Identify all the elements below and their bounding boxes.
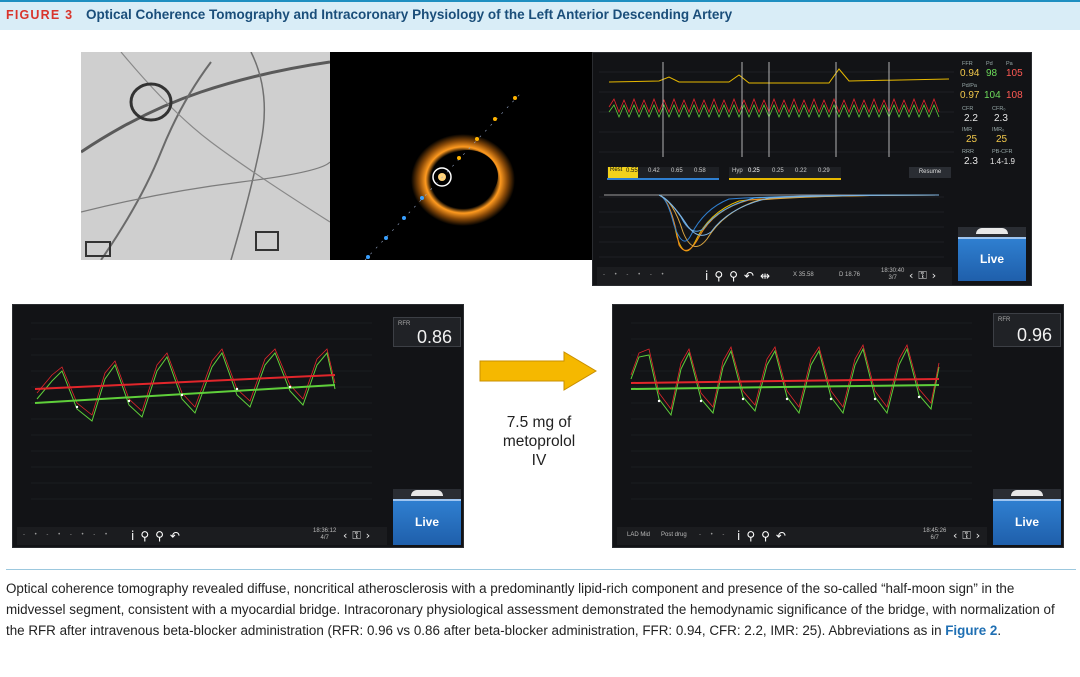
left-live-tab-handle[interactable] — [393, 489, 461, 499]
imr-label: IMR — [962, 127, 973, 133]
rest-value-4: 0.58 — [694, 168, 706, 174]
right-rfr-value: 0.96 — [1016, 325, 1052, 345]
pbcfr-label: PB-CFR — [992, 149, 1013, 155]
imr2-value: 25 — [996, 134, 1008, 145]
right-toolbar: LAD Mid Post drug - • - i⚲⚲↶ 18:45:26 6/7… — [617, 527, 987, 545]
cfr-label: CFR — [962, 106, 974, 112]
left-rfr-box: RFR 0.86 — [393, 317, 461, 347]
live-tab-handle[interactable] — [958, 227, 1026, 237]
hyp-tab[interactable]: Hyp 0.25 0.25 0.22 0.29 — [729, 167, 841, 180]
caption-end: . — [997, 622, 1002, 638]
rrr-label: RRR — [962, 149, 974, 155]
pdpa-value: 0.97 — [960, 90, 980, 101]
caption-text: Optical coherence tomography revealed di… — [6, 581, 1055, 638]
pd2-value: 104 — [984, 90, 1001, 101]
figure-caption: Optical coherence tomography revealed di… — [6, 569, 1076, 677]
left-nav[interactable]: ‹⚿› — [343, 529, 376, 542]
cfr-ctl-label: CFR₀ — [992, 106, 1006, 112]
x-readout: X 35.58 — [793, 272, 814, 278]
intervention-line-2: metoprolol — [502, 433, 576, 450]
cfr-value: 2.2 — [964, 113, 978, 124]
cfr2-value: 2.3 — [994, 113, 1008, 124]
hyp-value-1: 0.25 — [748, 168, 760, 174]
caption-figure-link[interactable]: Figure 2 — [945, 622, 998, 638]
rest-value-3: 0.65 — [671, 168, 683, 174]
left-live-button[interactable]: Live — [393, 499, 461, 545]
intervention-line-1: 7.5 mg of — [506, 414, 572, 431]
top-time-value: 18:30:40 — [881, 268, 905, 274]
right-pressure-traces — [630, 322, 972, 500]
intervention-text: 7.5 mg of metoprolol IV — [480, 413, 598, 470]
right-toolbar-vessel[interactable]: LAD Mid — [627, 532, 651, 538]
top-time: 18:30:40 3/7 — [881, 268, 904, 282]
hyp-value-3: 0.22 — [795, 168, 807, 174]
pdpa-label: Pd/Pa — [962, 83, 977, 89]
oct-cross-section — [364, 93, 521, 260]
pa2-value: 108 — [1006, 90, 1023, 101]
pa-label: Pa — [1006, 61, 1013, 67]
ffr-label: FFR — [962, 61, 973, 67]
left-rfr-value: 0.86 — [416, 327, 452, 347]
top-nav[interactable]: ‹⚿› — [909, 269, 942, 282]
d-readout: D 18.76 — [839, 272, 861, 278]
pa-value: 105 — [1006, 68, 1023, 79]
angiography-vessels — [81, 52, 330, 260]
rest-value-2: 0.42 — [648, 168, 660, 174]
right-live-tab-handle[interactable] — [993, 489, 1061, 499]
right-rfr-monitor: RFR 0.96 Live LAD Mid Post drug - • - i⚲… — [612, 304, 1064, 548]
top-page-value: 3/7 — [888, 275, 897, 281]
top-readouts: FFR Pd Pa 0.94 98 105 Pd/Pa 0.97 104 108… — [958, 61, 1025, 226]
oct-image — [330, 52, 592, 260]
left-time: 18:36:12 4/7 — [313, 528, 336, 542]
hyp-value-4: 0.29 — [818, 168, 830, 174]
pbcfr-value: 1.4-1.9 — [990, 157, 1015, 166]
intervention-line-3: IV — [531, 452, 547, 469]
ffr-value: 0.94 — [960, 68, 980, 79]
right-time-value: 18:45:26 — [923, 528, 947, 534]
angiography-image — [81, 52, 330, 260]
right-rfr-label: RFR — [998, 317, 1011, 323]
left-rfr-label: RFR — [398, 321, 411, 327]
top-pressure-traces — [599, 62, 954, 157]
left-pressure-traces — [31, 322, 372, 500]
hyp-tab-label: Hyp — [732, 168, 743, 174]
figure-title: Optical Coherence Tomography and Intraco… — [86, 7, 733, 22]
live-button[interactable]: Live — [958, 237, 1026, 281]
rest-tab[interactable]: Rest 0.55 0.42 0.65 0.58 — [607, 167, 719, 180]
rrr-value: 2.3 — [964, 156, 978, 167]
intervention-arrow — [479, 351, 597, 391]
right-toolbar-drug[interactable]: Post drug — [661, 532, 687, 538]
left-rfr-monitor: RFR 0.86 Live - • - • - • - • i⚲⚲↶ 18:36… — [12, 304, 464, 548]
right-toolbar-dots: - • - — [699, 532, 729, 538]
thermodilution-curves — [599, 194, 944, 258]
figure-number: FIGURE 3 — [6, 8, 74, 22]
pd-value: 98 — [986, 68, 998, 79]
right-live-button[interactable]: Live — [993, 499, 1061, 545]
imr-value: 25 — [966, 134, 978, 145]
top-toolbar: - • - • - • i⚲⚲↶⇹ X 35.58 D 18.76 18:30:… — [597, 267, 952, 285]
rest-tab-label: Rest — [608, 167, 638, 178]
pd-label: Pd — [986, 61, 993, 67]
left-toolbar-icons[interactable]: i⚲⚲↶ — [131, 529, 186, 543]
left-toolbar: - • - • - • - • i⚲⚲↶ 18:36:12 4/7 ‹⚿› — [17, 527, 387, 545]
rest-value-1: 0.55 — [626, 168, 638, 174]
right-page-value: 6/7 — [930, 535, 939, 541]
left-toolbar-dots: - • - • - • - • — [23, 532, 112, 538]
figure-header: FIGURE 3 Optical Coherence Tomography an… — [0, 0, 1080, 30]
right-time: 18:45:26 6/7 — [923, 528, 946, 542]
hyp-value-2: 0.25 — [772, 168, 784, 174]
top-physiology-monitor: Rest 0.55 0.42 0.65 0.58 Hyp 0.25 0.25 0… — [592, 52, 1032, 286]
resume-button[interactable]: Resume — [909, 167, 951, 178]
imr-ctl-label: IMR₀ — [992, 127, 1005, 133]
toolbar-icons[interactable]: i⚲⚲↶⇹ — [705, 269, 777, 283]
toolbar-dots: - • - • - • — [603, 272, 668, 278]
left-page-value: 4/7 — [320, 535, 329, 541]
left-time-value: 18:36:12 — [313, 528, 337, 534]
right-nav[interactable]: ‹⚿› — [953, 529, 986, 542]
right-toolbar-icons[interactable]: i⚲⚲↶ — [737, 529, 792, 543]
right-rfr-box: RFR 0.96 — [993, 313, 1061, 347]
